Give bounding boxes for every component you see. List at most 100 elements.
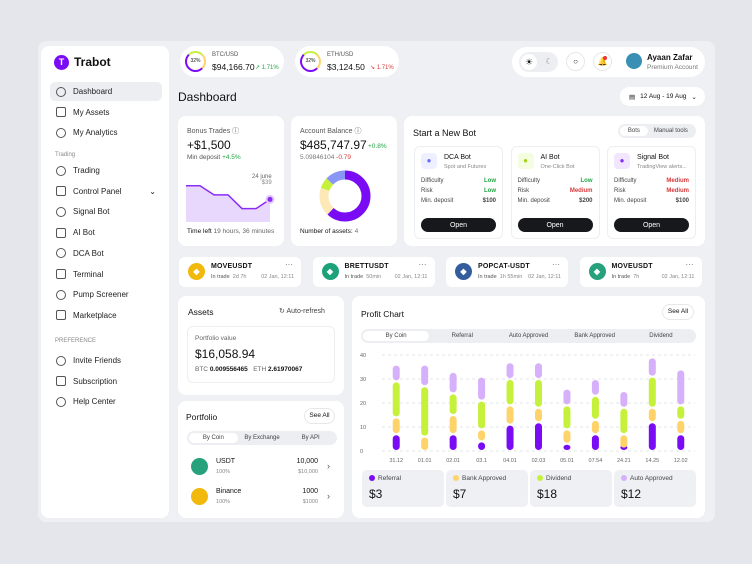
more-icon[interactable]: ··· [285, 260, 293, 269]
sidebar-item-my-analytics[interactable]: My Analytics [50, 123, 162, 142]
bot-risk-row: Risk Medium [518, 188, 593, 194]
x-tick-label: 05.01 [560, 458, 574, 464]
tab-referral[interactable]: Referral [451, 333, 473, 339]
page-title: Dashboard [178, 90, 237, 104]
sidebar-item-trading[interactable]: Trading [50, 161, 162, 180]
more-icon[interactable]: ··· [552, 260, 560, 269]
trade-pair: MOVEUSDT [611, 263, 653, 270]
bar-segment-referral [478, 442, 486, 450]
x-tick-label: 07.54 [589, 458, 603, 464]
ticker-pair: ETH/USD [327, 52, 354, 58]
sidebar-item-control-panel[interactable]: Control Panel ⌄ [50, 182, 162, 201]
bot-risk-label: Risk [614, 188, 626, 194]
bar-segment-auto-approved [506, 363, 514, 378]
portfolio-item[interactable]: Binance 100% 1000 $1000 › [186, 485, 336, 510]
trade-card[interactable]: ◆ BRETTUSDT In trade 50min 02 Jan, 12:11 ··· [312, 257, 435, 287]
bar-segment-referral [677, 435, 685, 450]
open-bot-button[interactable]: Open [421, 218, 496, 232]
sidebar-item-invite-friends[interactable]: Invite Friends [50, 351, 162, 370]
avatar[interactable] [626, 53, 642, 69]
litecoin-icon: ◆ [455, 263, 472, 280]
info-icon[interactable]: ⓘ [232, 128, 240, 135]
bar-segment-referral [535, 423, 542, 450]
balance-sub: 5.09846104 [300, 154, 335, 161]
tab-manual-tools[interactable]: Manual tools [653, 128, 688, 134]
sidebar-item-my-assets[interactable]: My Assets [50, 103, 162, 122]
bot-name: DCA Bot [444, 154, 471, 161]
trade-date: 02 Jan, 12:11 [261, 274, 294, 280]
sidebar-item-dca-bot[interactable]: DCA Bot [50, 244, 162, 263]
sidebar-item-ai-bot[interactable]: AI Bot [50, 223, 162, 242]
tab-dividend[interactable]: Dividend [649, 333, 673, 339]
notifications-button[interactable]: 🔔 [593, 52, 612, 71]
balance-change: +0.8% [368, 143, 387, 150]
tab-bots[interactable]: Bots [620, 126, 648, 136]
sidebar-item-label: Control Panel [73, 186, 122, 196]
info-icon[interactable]: ⓘ [354, 128, 362, 135]
bar-segment-bank-approved [392, 418, 400, 434]
bar-segment-auto-approved [421, 365, 429, 386]
user-plan: Premium Account [647, 64, 698, 71]
ticker-eth-usd[interactable]: 32% ETH/USD $3,124.50 ↘ 1.71% [295, 46, 399, 77]
sidebar-item-label: Subscription [73, 376, 118, 386]
tab-by-api[interactable]: By API [301, 435, 320, 441]
trade-card[interactable]: ◆ MOVEUSDT In trade 7h 02 Jan, 12:11 ··· [579, 257, 702, 287]
tab-by-coin[interactable]: By Coin [189, 433, 238, 443]
trend-up-icon: ↗ [255, 65, 261, 71]
assets-title: Assets [188, 307, 214, 317]
bot-difficulty-label: Difficulty [421, 178, 444, 184]
bar-segment-auto-approved [449, 372, 457, 393]
sidebar-item-dashboard[interactable]: Dashboard [50, 82, 162, 101]
balance-value: $485,747.97 [300, 138, 367, 152]
legend-value: $7 [453, 487, 467, 501]
open-bot-button[interactable]: Open [614, 218, 689, 232]
trade-card[interactable]: ◆ POPCAT-USDT In trade 1h 55min 02 Jan, 12:… [446, 257, 568, 287]
terminal-icon [56, 269, 66, 279]
theme-toggle[interactable]: ☀ ☾ [519, 52, 558, 72]
trend-down-icon: ↘ [370, 65, 376, 71]
user-name[interactable]: Ayaan Zafar [647, 53, 693, 62]
trade-card[interactable]: ◆ MOVEUSDT In trade 2d 7h 02 Jan, 12:11 ··· [179, 257, 301, 287]
tab-by-coin[interactable]: By Coin [363, 331, 430, 341]
section-header-trading: Trading [55, 152, 76, 158]
bar-segment-bank-approved [591, 420, 599, 434]
balance-sub-change: -0.79 [336, 154, 351, 161]
btc-label: BTC [195, 366, 208, 373]
sidebar-item-marketplace[interactable]: Marketplace [50, 306, 162, 325]
sidebar-item-label: Marketplace [73, 310, 117, 320]
profit-see-all-button[interactable]: See All [662, 304, 694, 320]
sidebar-item-signal-bot[interactable]: Signal Bot [50, 202, 162, 221]
sidebar-item-subscription[interactable]: Subscription [50, 372, 162, 391]
portfolio-item[interactable]: USDT 100% 10,000 $10,000 › [186, 455, 336, 480]
tab-auto-approved[interactable]: Auto Approved [508, 333, 549, 339]
bot-risk-row: Risk Medium [614, 188, 689, 194]
auto-refresh-button[interactable]: ↻ Auto-refresh [279, 307, 325, 315]
x-tick-label: 31.12 [389, 458, 403, 464]
sun-icon[interactable]: ☀ [521, 54, 537, 70]
sidebar-item-label: Pump Screener [73, 290, 129, 300]
legend-label: Bank Approved [462, 475, 507, 482]
assets-donut [319, 170, 371, 222]
ticker-btc-usd[interactable]: 32% BTC/USD $94,166.70 ↗ 1.71% [180, 46, 284, 77]
date-range-picker[interactable]: ▤ 12 Aug - 19 Aug ⌄ [620, 87, 705, 106]
tab-by-exchange[interactable]: By Exchange [244, 435, 280, 441]
search-button[interactable]: ○ [566, 52, 585, 71]
sidebar-item-terminal[interactable]: Terminal [50, 265, 162, 284]
bar-segment-referral [392, 435, 400, 450]
moon-icon[interactable]: ☾ [545, 57, 553, 66]
sidebar-item-label: AI Bot [73, 228, 95, 238]
tab-bank-approved[interactable]: Bank Approved [574, 333, 616, 339]
portfolio-see-all-button[interactable]: See All [304, 408, 335, 424]
sidebar-item-help-center[interactable]: Help Center [50, 392, 162, 411]
open-bot-button[interactable]: Open [517, 218, 593, 232]
sidebar-item-label: DCA Bot [73, 248, 104, 258]
more-icon[interactable]: ··· [685, 260, 694, 269]
legend-dot [369, 475, 375, 482]
sidebar-item-pump-screener[interactable]: Pump Screener [50, 285, 162, 304]
more-icon[interactable]: ··· [418, 260, 427, 269]
ticker-pair: BTC/USD [212, 52, 239, 58]
bot-deposit-row: Min. deposit $200 [518, 198, 593, 204]
chart-icon [56, 127, 66, 138]
trade-duration: 2d 7h [232, 274, 247, 280]
search-icon: ○ [573, 57, 578, 66]
